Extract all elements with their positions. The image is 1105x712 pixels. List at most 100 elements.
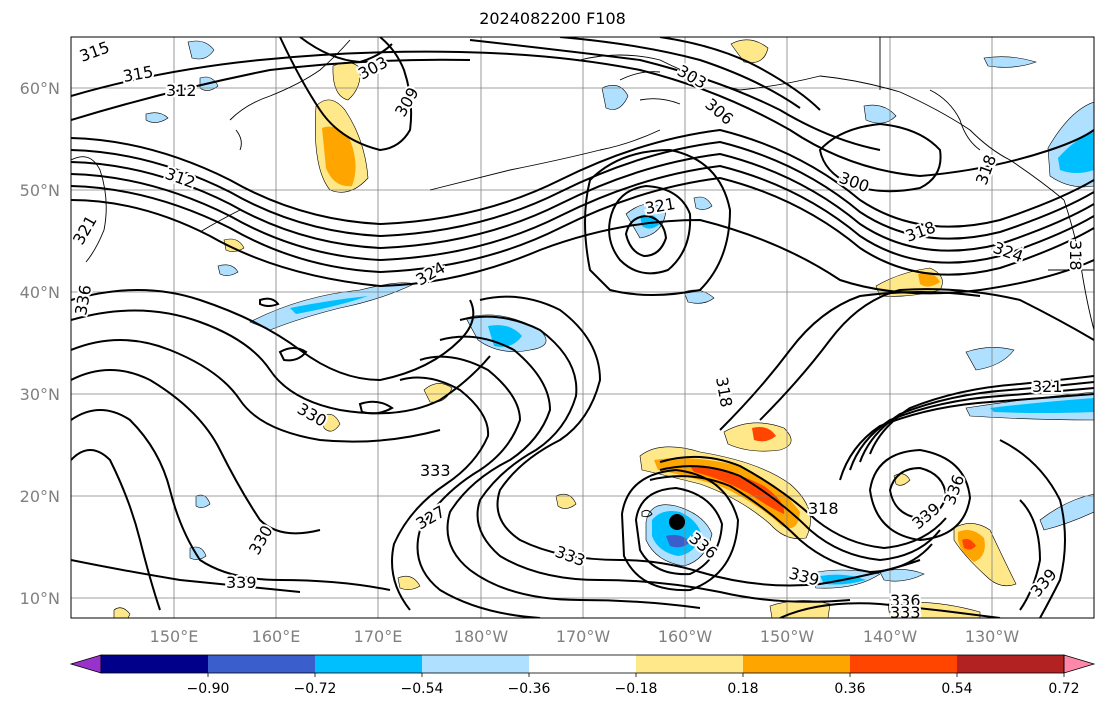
negative-anomaly-patch: [145, 112, 169, 123]
negative-anomaly-patch: [983, 56, 1037, 68]
colorbar-tick-label: −0.18: [615, 681, 658, 697]
colorbar-segment: [315, 655, 423, 673]
contour-label: 333: [420, 461, 451, 480]
colorbar-segment: [957, 655, 1065, 673]
negative-anomaly-patch: [990, 398, 1094, 413]
colorbar-frame: [100, 654, 1065, 674]
contour-line: [888, 466, 948, 520]
contour-line: [859, 381, 1094, 463]
contour-line: [779, 602, 1001, 618]
lat-label: 10°N: [20, 589, 60, 608]
negative-anomaly-patch: [863, 104, 897, 124]
contour-line: [818, 122, 942, 193]
negative-anomaly-patch: [1058, 132, 1094, 173]
shaded-anomalies: [113, 39, 1094, 618]
negative-anomaly-patch: [965, 347, 1015, 371]
contour-line: [459, 315, 851, 603]
lon-label: 160°E: [252, 627, 301, 646]
contour-label: 321: [1032, 377, 1063, 396]
colorbar-segment: [422, 655, 530, 673]
contour-line: [71, 289, 475, 382]
plot-frame: [70, 36, 1095, 619]
positive-anomaly-patch: [397, 575, 421, 590]
lon-label: 170°E: [354, 627, 403, 646]
colorbar-tick-label: −0.72: [294, 681, 337, 697]
contour-label: 339: [226, 573, 257, 592]
positive-anomaly-patch: [962, 538, 976, 550]
contour-line: [71, 339, 441, 443]
positive-anomaly-patch: [654, 458, 800, 529]
contour-line: [71, 369, 321, 535]
coastline: [929, 89, 981, 151]
contour-line: [1019, 499, 1042, 611]
negative-anomaly-patch: [290, 296, 368, 314]
gridlines: [71, 37, 1094, 618]
negative-anomaly-patch: [187, 40, 215, 60]
contour-line: [869, 375, 1094, 455]
storm-center-marker: [669, 514, 685, 530]
colorbar-tick-label: 0.54: [941, 681, 972, 697]
negative-anomaly-patch: [195, 494, 211, 508]
contour-line: [719, 291, 981, 431]
lat-label: 50°N: [20, 181, 60, 200]
colorbar-segment: [743, 655, 851, 673]
colorbar-tick-label: 0.18: [727, 681, 758, 697]
coastline: [641, 509, 653, 518]
map-title: 2024082200 F108: [479, 9, 626, 28]
colorbar-tick-label: 0.72: [1048, 681, 1079, 697]
contour-line: [469, 39, 881, 151]
lat-label: 30°N: [20, 385, 60, 404]
contour-line: [999, 439, 1066, 618]
contour-line: [659, 455, 947, 550]
coastline: [579, 54, 1065, 201]
contour-line: [479, 295, 921, 587]
lat-label: 60°N: [20, 79, 60, 98]
contour-label: 318: [808, 499, 839, 518]
lon-label: 160°W: [658, 627, 713, 646]
contour-line: [279, 37, 413, 152]
contour-label: 318: [1066, 240, 1085, 271]
contour-line: [649, 475, 933, 574]
negative-anomaly-patch: [666, 534, 690, 548]
contour-line: [71, 309, 491, 415]
contour-line: [71, 559, 301, 593]
lon-label: 150°E: [150, 627, 199, 646]
coastline: [619, 71, 661, 81]
contour-line: [416, 355, 541, 618]
negative-anomaly-patch: [693, 196, 713, 210]
contour-label: 321: [643, 194, 676, 218]
contour-line: [849, 387, 1094, 471]
negative-anomaly-patch: [652, 511, 702, 556]
colorbar: −0.90 −0.72 −0.54 −0.36 −0.18 0.18 0.36 0.54 0.7…: [69, 654, 1096, 697]
contour-line: [759, 288, 1094, 421]
colorbar-segment: [636, 655, 744, 673]
contour-label: 333: [890, 603, 921, 622]
plot-area: [71, 37, 1094, 618]
contour-line: [299, 37, 393, 64]
coastline: [199, 209, 241, 233]
lon-label: 180°W: [454, 627, 509, 646]
contour-line: [439, 335, 701, 609]
contour-line: [559, 37, 801, 109]
positive-anomaly-patch: [223, 238, 245, 252]
colorbar-extend-low: [69, 654, 102, 674]
contour-line: [71, 449, 161, 611]
contour-line: [620, 468, 740, 592]
contour-line: [71, 140, 1094, 240]
colorbar-extend-high: [1063, 654, 1096, 674]
lon-label: 170°W: [556, 627, 611, 646]
contour-line: [71, 409, 391, 591]
contour-label: 336: [890, 591, 921, 610]
contour-line: [659, 37, 821, 111]
positive-anomaly-patch: [918, 273, 940, 287]
lon-label: 150°W: [760, 627, 815, 646]
positive-anomaly-patch: [555, 493, 577, 509]
contour-line: [659, 465, 941, 562]
contour-line: [868, 448, 972, 542]
latitude-labels: 60°N 50°N 40°N 30°N 20°N 10°N: [20, 79, 60, 608]
contour-line: [71, 152, 1094, 252]
colorbar-segment: [208, 655, 316, 673]
contour-lines: [71, 37, 1094, 618]
lon-label: 140°W: [863, 627, 918, 646]
coastline: [71, 156, 107, 263]
